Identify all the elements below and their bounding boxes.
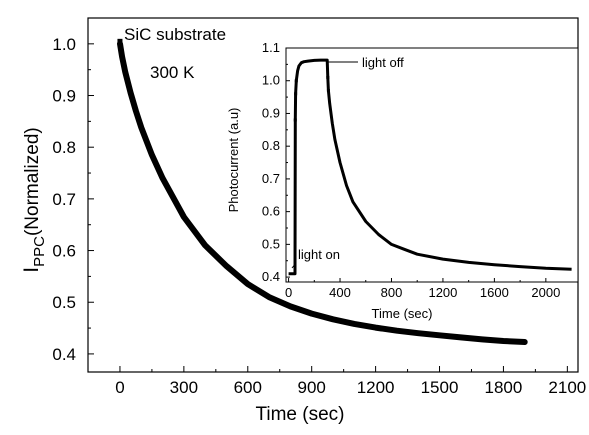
main-x-tick-label: 0 <box>115 378 124 397</box>
inset-data-point <box>293 118 297 122</box>
inset-y-axis-title: Photocurrent (a.u) <box>226 108 241 213</box>
main-y-axis-title-sub: PPC <box>31 236 48 267</box>
inset-y-ticks: 0.4 0.5 0.6 0.7 0.8 0.9 1.0 1.1 <box>262 40 290 284</box>
main-x-tick-label: 2100 <box>548 378 586 397</box>
inset-data-point <box>294 79 298 83</box>
inset-x-tick-label: 1600 <box>480 285 509 300</box>
inset-x-tick-label: 0 <box>285 285 292 300</box>
inset-y-tick-label: 0.4 <box>262 269 280 284</box>
inset-x-tick-label: 2000 <box>531 285 560 300</box>
main-y-ticks: 0.4 0.5 0.6 0.7 0.8 0.9 1.0 <box>52 35 94 364</box>
inset-chart: 0 400 800 1200 1600 2000 0.4 0.5 0.6 0.7 0.8 0.9 1.… <box>226 40 579 321</box>
main-y-tick-label: 1.0 <box>52 35 76 54</box>
annotation-light-off: light off <box>362 55 404 70</box>
inset-x-tick-label: 800 <box>381 285 403 300</box>
inset-y-tick-label: 0.9 <box>262 105 280 120</box>
arrow-light-on <box>291 262 297 269</box>
inset-background <box>286 48 578 282</box>
main-x-tick-label: 900 <box>298 378 326 397</box>
main-y-tick-label: 0.5 <box>52 293 76 312</box>
inset-data-point <box>326 89 330 93</box>
annotation-sic-substrate: SiC substrate <box>124 25 226 44</box>
inset-x-ticks: 0 400 800 1200 1600 2000 <box>285 278 560 300</box>
annotation-light-on: light on <box>298 247 340 262</box>
main-x-tick-label: 1200 <box>357 378 395 397</box>
main-start-marker <box>117 38 123 44</box>
main-y-axis-title-rest: (Normalized) <box>22 127 43 236</box>
inset-y-tick-label: 0.5 <box>262 236 280 251</box>
inset-x-tick-label: 400 <box>329 285 351 300</box>
main-y-axis-title-main: I <box>20 267 43 273</box>
main-x-tick-label: 1800 <box>485 378 523 397</box>
main-y-tick-label: 0.4 <box>52 345 76 364</box>
main-x-axis-title: Time (sec) <box>255 404 344 425</box>
inset-plot-frame <box>285 47 579 283</box>
main-x-ticks: 0 300 600 900 1200 1500 1800 2100 <box>115 366 586 397</box>
inset-rise-markers <box>293 75 330 122</box>
main-y-tick-label: 0.9 <box>52 87 76 106</box>
inset-y-tick-label: 1.1 <box>262 40 280 55</box>
main-y-tick-label: 0.7 <box>52 190 76 209</box>
inset-x-tick-label: 1200 <box>428 285 457 300</box>
annotation-temperature: 300 K <box>150 63 195 82</box>
inset-data-point <box>326 75 330 79</box>
inset-data-point <box>294 92 298 96</box>
inset-y-tick-label: 0.8 <box>262 138 280 153</box>
main-series-line <box>117 40 528 345</box>
inset-x-axis-title: Time (sec) <box>372 306 433 321</box>
main-x-tick-label: 1500 <box>421 378 459 397</box>
main-x-tick-label: 300 <box>170 378 198 397</box>
main-y-tick-label: 0.6 <box>52 242 76 261</box>
main-x-tick-label: 600 <box>234 378 262 397</box>
inset-y-tick-label: 0.6 <box>262 204 280 219</box>
main-y-tick-label: 0.8 <box>52 138 76 157</box>
main-chart: 0 300 600 900 1200 1500 1800 2100 0.40.50.60.70… <box>20 17 586 425</box>
inset-y-tick-label: 1.0 <box>262 73 280 88</box>
inset-y-tick-label: 0.7 <box>262 171 280 186</box>
main-y-axis-title: IPPC(Normalized) <box>20 127 48 272</box>
